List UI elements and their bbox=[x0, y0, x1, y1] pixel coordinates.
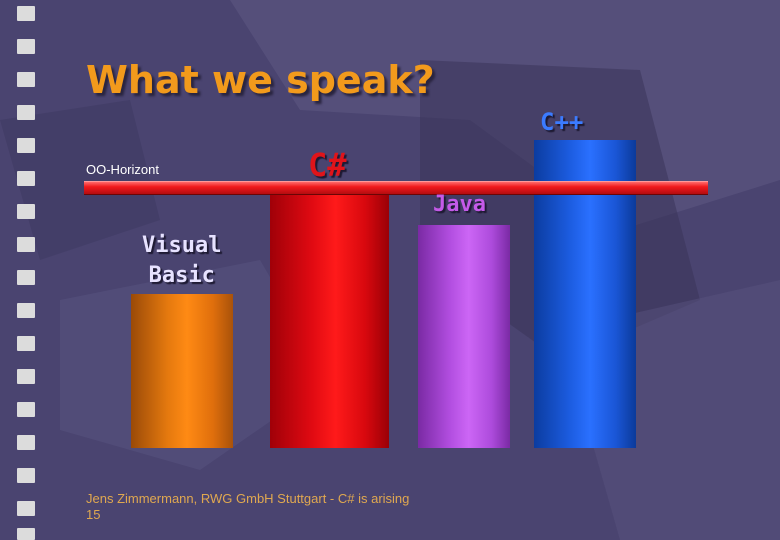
java-bar bbox=[418, 225, 510, 448]
csharp-bar bbox=[270, 186, 389, 448]
slide-title: What we speak? bbox=[86, 58, 435, 102]
film-square bbox=[17, 6, 35, 21]
film-square bbox=[17, 138, 35, 153]
film-square bbox=[17, 39, 35, 54]
visual-basic-label-line2: Basic bbox=[148, 263, 215, 288]
oo-horizon-label: OO-Horizont bbox=[86, 162, 159, 177]
cpp-label: C++ bbox=[540, 108, 584, 136]
csharp-label: C# bbox=[308, 146, 347, 184]
visual-basic-bar bbox=[131, 294, 233, 448]
film-square bbox=[17, 435, 35, 450]
film-square bbox=[17, 402, 35, 417]
film-square bbox=[17, 528, 35, 540]
film-square bbox=[17, 501, 35, 516]
visual-basic-label-line1: Visual bbox=[142, 233, 222, 258]
java-label: Java bbox=[433, 192, 486, 217]
film-square bbox=[17, 237, 35, 252]
film-square bbox=[17, 468, 35, 483]
film-square bbox=[17, 72, 35, 87]
visual-basic-label: Visual Basic bbox=[142, 231, 221, 291]
film-square bbox=[17, 171, 35, 186]
film-square bbox=[17, 336, 35, 351]
footer-author: Jens Zimmermann, RWG GmbH Stuttgart - C#… bbox=[86, 491, 410, 506]
film-square bbox=[17, 105, 35, 120]
film-square bbox=[17, 369, 35, 384]
film-square bbox=[17, 303, 35, 318]
oo-horizon-line bbox=[84, 181, 708, 195]
slide-footer: Jens Zimmermann, RWG GmbH Stuttgart - C#… bbox=[86, 491, 409, 523]
film-square bbox=[17, 270, 35, 285]
film-square bbox=[17, 204, 35, 219]
page-number: 15 bbox=[86, 507, 101, 522]
